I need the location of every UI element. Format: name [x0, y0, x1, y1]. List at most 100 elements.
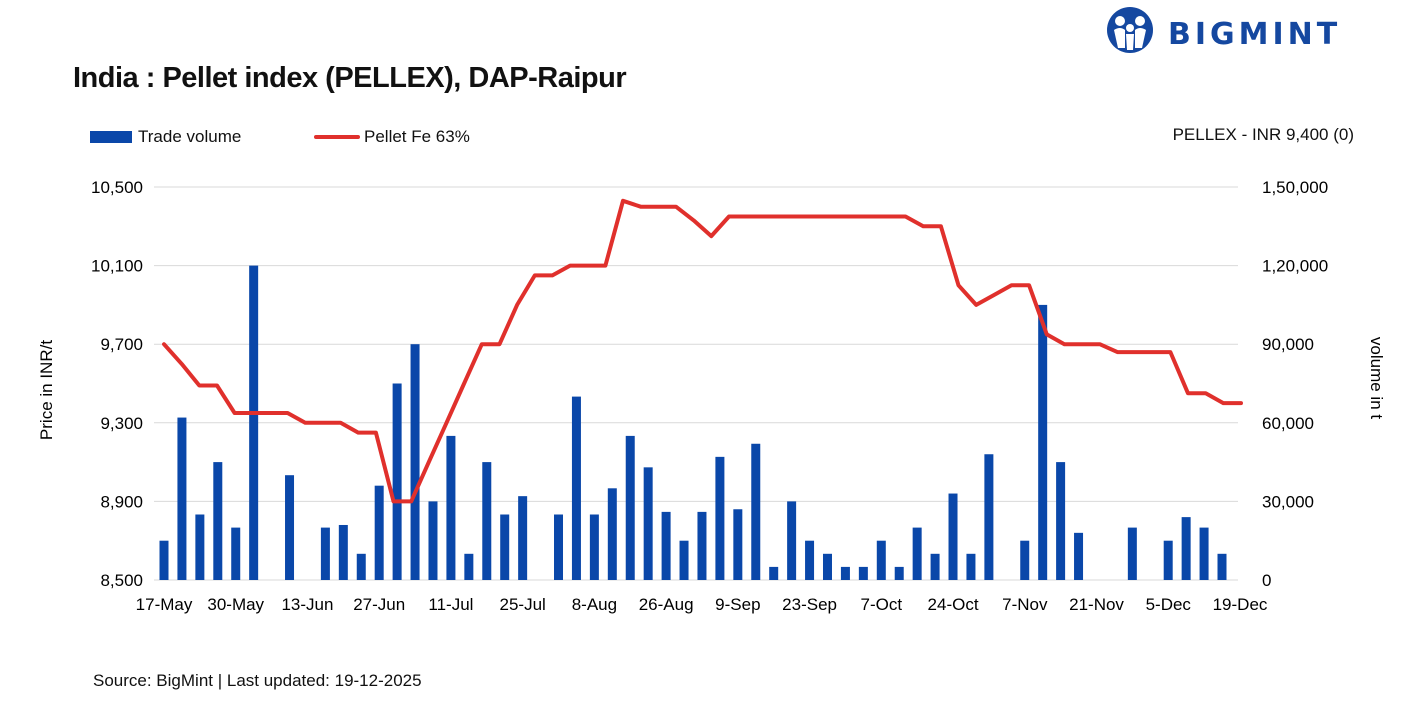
volume-bar: [159, 540, 169, 580]
x-tick-label: 21-Nov: [1069, 595, 1124, 614]
x-tick-label: 8-Aug: [572, 595, 617, 614]
volume-bar: [464, 553, 474, 580]
volume-bar: [374, 485, 384, 580]
volume-bar: [428, 501, 438, 580]
volume-bar: [356, 553, 366, 580]
x-tick-label: 19-Dec: [1213, 595, 1268, 614]
volume-bar: [679, 540, 689, 580]
volume-bar: [930, 553, 940, 580]
x-tick-label: 11-Jul: [428, 595, 473, 614]
volume-bar: [1199, 527, 1209, 580]
left-tick-label: 10,500: [91, 178, 143, 197]
volume-bar: [715, 456, 725, 580]
volume-bars: [159, 265, 1227, 580]
volume-bar: [410, 344, 420, 580]
chart-title: India : Pellet index (PELLEX), DAP-Raipu…: [73, 62, 627, 94]
volume-bar: [231, 527, 241, 580]
right-tick-label: 0: [1262, 571, 1271, 590]
brand-name: BIGMINT: [1168, 17, 1342, 52]
volume-bar: [858, 566, 868, 580]
volume-bar: [554, 514, 564, 580]
left-tick-label: 9,300: [100, 414, 143, 433]
volume-bar: [948, 493, 958, 580]
price-line: [162, 198, 1243, 504]
volume-bar: [643, 467, 653, 580]
x-tick-label: 30-May: [207, 595, 264, 614]
left-tick-label: 9,700: [100, 335, 143, 354]
right-tick-label: 30,000: [1262, 492, 1314, 511]
x-tick-label: 24-Oct: [928, 595, 979, 614]
x-tick-label: 13-Jun: [281, 595, 333, 614]
volume-bar: [1056, 462, 1066, 580]
volume-bar: [320, 527, 330, 580]
volume-bar: [697, 511, 707, 580]
x-tick-label: 7-Oct: [861, 595, 903, 614]
bigmint-logo: BIGMINT: [1104, 4, 1364, 56]
bigmint-logo-mark: [1107, 7, 1153, 53]
left-tick-label: 8,900: [100, 492, 143, 511]
legend-trade-volume: Trade volume: [90, 127, 241, 147]
volume-bar: [571, 396, 581, 580]
volume-bar: [840, 566, 850, 580]
volume-bar: [894, 566, 904, 580]
volume-bar: [912, 527, 922, 580]
left-axis-ticks: 8,500 8,900 9,300 9,700 10,100 10,500: [91, 178, 143, 590]
gridlines: [154, 186, 1238, 581]
volume-bar: [751, 443, 761, 580]
x-tick-label: 23-Sep: [782, 595, 837, 614]
source-note: Source: BigMint | Last updated: 19-12-20…: [93, 671, 422, 690]
volume-bar: [1163, 540, 1173, 580]
volume-bar: [876, 540, 886, 580]
legend-pellet-price-label: Pellet Fe 63%: [364, 127, 470, 146]
volume-bar: [482, 462, 492, 580]
legend-line-swatch: [314, 135, 360, 139]
volume-bar: [805, 540, 815, 580]
y-axis-label-right: volume in t: [1367, 337, 1386, 419]
volume-bar: [661, 511, 671, 580]
volume-bar: [249, 265, 259, 580]
volume-bar: [518, 496, 528, 580]
volume-bar: [1181, 517, 1191, 580]
volume-bar: [195, 514, 205, 580]
volume-bar: [769, 566, 779, 580]
volume-bar: [822, 553, 832, 580]
volume-bar: [392, 383, 402, 580]
y-axis-label-left: Price in INR/t: [37, 340, 56, 440]
volume-bar: [338, 524, 348, 580]
left-tick-label: 8,500: [100, 571, 143, 590]
volume-bar: [787, 501, 797, 580]
x-tick-label: 5-Dec: [1146, 595, 1192, 614]
volume-bar: [1020, 540, 1030, 580]
volume-bar: [1217, 553, 1227, 580]
volume-bar: [500, 514, 510, 580]
right-tick-label: 1,50,000: [1262, 178, 1328, 197]
x-axis-ticks: 17-May 30-May 13-Jun 27-Jun 11-Jul 25-Jul 8-Au…: [136, 595, 1268, 614]
right-axis-ticks: 0 30,000 60,000 90,000 1,20,000 1,50,000: [1262, 178, 1328, 590]
volume-bar: [984, 454, 994, 580]
legend-pellet-price: Pellet Fe 63%: [314, 127, 470, 147]
volume-bar: [625, 435, 635, 580]
volume-bar: [1074, 532, 1084, 580]
volume-bar: [589, 514, 599, 580]
volume-bar: [1038, 304, 1048, 580]
right-tick-label: 1,20,000: [1262, 257, 1328, 276]
volume-bar: [285, 475, 295, 580]
x-tick-label: 7-Nov: [1002, 595, 1048, 614]
volume-bar: [733, 509, 743, 580]
volume-bar: [213, 462, 223, 580]
volume-bar: [966, 553, 976, 580]
right-tick-label: 60,000: [1262, 414, 1314, 433]
x-tick-label: 25-Jul: [500, 595, 546, 614]
x-tick-label: 17-May: [136, 595, 193, 614]
x-tick-label: 9-Sep: [715, 595, 760, 614]
left-tick-label: 10,100: [91, 257, 143, 276]
pellex-index-note: PELLEX - INR 9,400 (0): [1172, 125, 1354, 144]
volume-bar: [177, 417, 187, 580]
volume-bar: [446, 435, 456, 580]
volume-bar: [607, 488, 617, 580]
legend-bar-swatch: [90, 131, 132, 143]
right-tick-label: 90,000: [1262, 335, 1314, 354]
x-tick-label: 26-Aug: [639, 595, 694, 614]
x-tick-label: 27-Jun: [353, 595, 405, 614]
